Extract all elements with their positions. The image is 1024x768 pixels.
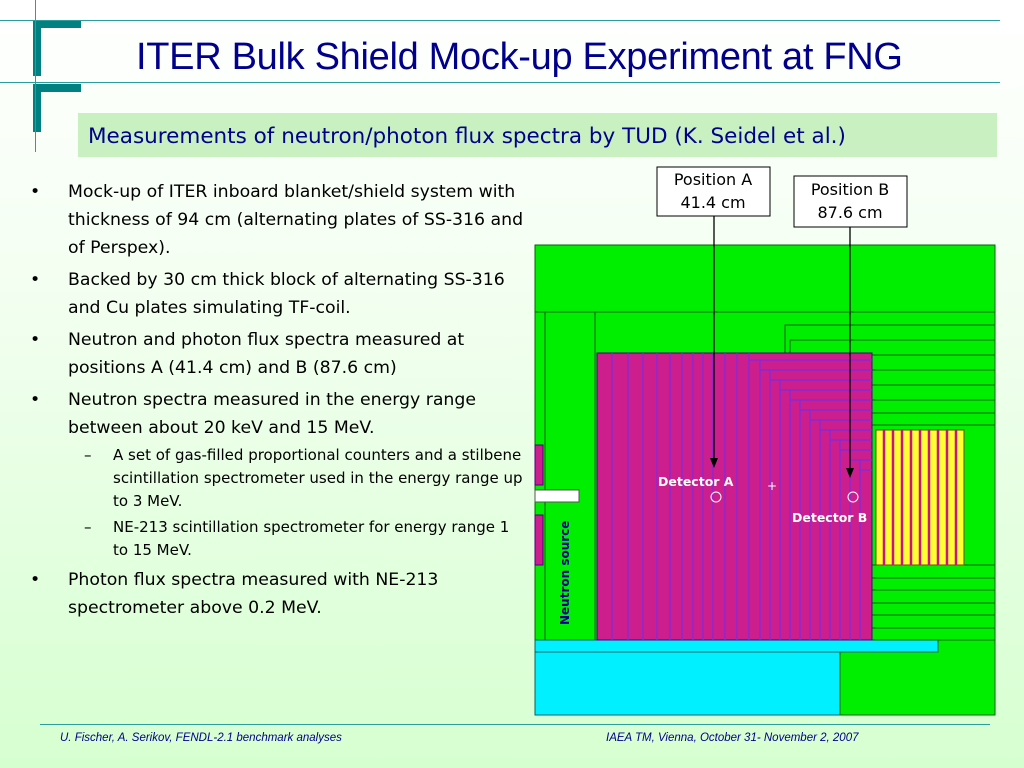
bullet-item: Mock-up of ITER inboard blanket/shield s…	[30, 178, 525, 262]
logo-bar-horizontal-bottom	[33, 84, 81, 92]
bullet-text: Photon flux spectra measured with NE-213…	[68, 570, 439, 618]
position-a-arrowhead	[710, 458, 718, 468]
footer-event: IAEA TM, Vienna, October 31- November 2,…	[606, 732, 859, 744]
bullet-text: Neutron and photon flux spectra measured…	[68, 330, 465, 378]
position-b-arrowhead	[846, 468, 854, 478]
header-line-bottom	[0, 82, 1000, 83]
header-line-vertical	[35, 0, 36, 152]
position-b-depth: 87.6 cm	[817, 203, 882, 222]
mockup-diagram: Neutron source + Detector A Detector B P…	[534, 166, 996, 716]
neutron-source-label: Neutron source	[558, 521, 572, 625]
subtitle-banner: Measurements of neutron/photon flux spec…	[78, 113, 997, 157]
blanket-plates	[611, 353, 872, 640]
base-plate	[534, 651, 841, 716]
neutron-source-tube	[534, 489, 580, 503]
sub-bullet-list: A set of gas-filled proportional counter…	[68, 444, 525, 562]
bullet-list: Mock-up of ITER inboard blanket/shield s…	[30, 178, 525, 626]
position-b-box	[793, 175, 908, 228]
logo-bar-horizontal-top	[33, 20, 81, 28]
logo-bar-vertical-top	[33, 20, 41, 76]
position-a-label: Position A	[674, 170, 752, 189]
bullet-item: Neutron and photon flux spectra measured…	[30, 326, 525, 382]
bullet-text: Mock-up of ITER inboard blanket/shield s…	[68, 182, 524, 258]
bullet-item: Neutron spectra measured in the energy r…	[30, 386, 525, 562]
sub-bullet-item: A set of gas-filled proportional counter…	[68, 444, 525, 513]
source-plate-upper	[534, 444, 544, 486]
page-title: ITER Bulk Shield Mock-up Experiment at F…	[136, 36, 903, 78]
bullet-text: Backed by 30 cm thick block of alternati…	[68, 270, 505, 318]
center-cross: +	[767, 479, 777, 493]
tf-coil-plates	[882, 430, 958, 565]
bullet-item: Photon flux spectra measured with NE-213…	[30, 566, 525, 622]
position-b-label: Position B	[811, 180, 889, 199]
footer-line	[40, 724, 990, 725]
detector-a-marker	[710, 491, 722, 503]
bullet-item: Backed by 30 cm thick block of alternati…	[30, 266, 525, 322]
base-plate-strip	[534, 639, 939, 653]
detector-b-marker	[847, 491, 859, 503]
footer-authors: U. Fischer, A. Serikov, FENDL-2.1 benchm…	[60, 732, 342, 744]
position-a-depth: 41.4 cm	[680, 193, 745, 212]
header-line-top	[0, 20, 1000, 21]
detector-a-label: Detector A	[658, 474, 734, 489]
source-plate-lower	[534, 514, 544, 566]
blanket-shield-block	[596, 352, 873, 641]
sub-bullet-item: NE-213 scintillation spectrometer for en…	[68, 516, 525, 562]
bullet-text: Neutron spectra measured in the energy r…	[68, 390, 476, 438]
detector-b-label: Detector B	[792, 510, 867, 525]
position-a-box	[656, 166, 771, 217]
logo-bar-vertical-bottom	[33, 84, 41, 132]
